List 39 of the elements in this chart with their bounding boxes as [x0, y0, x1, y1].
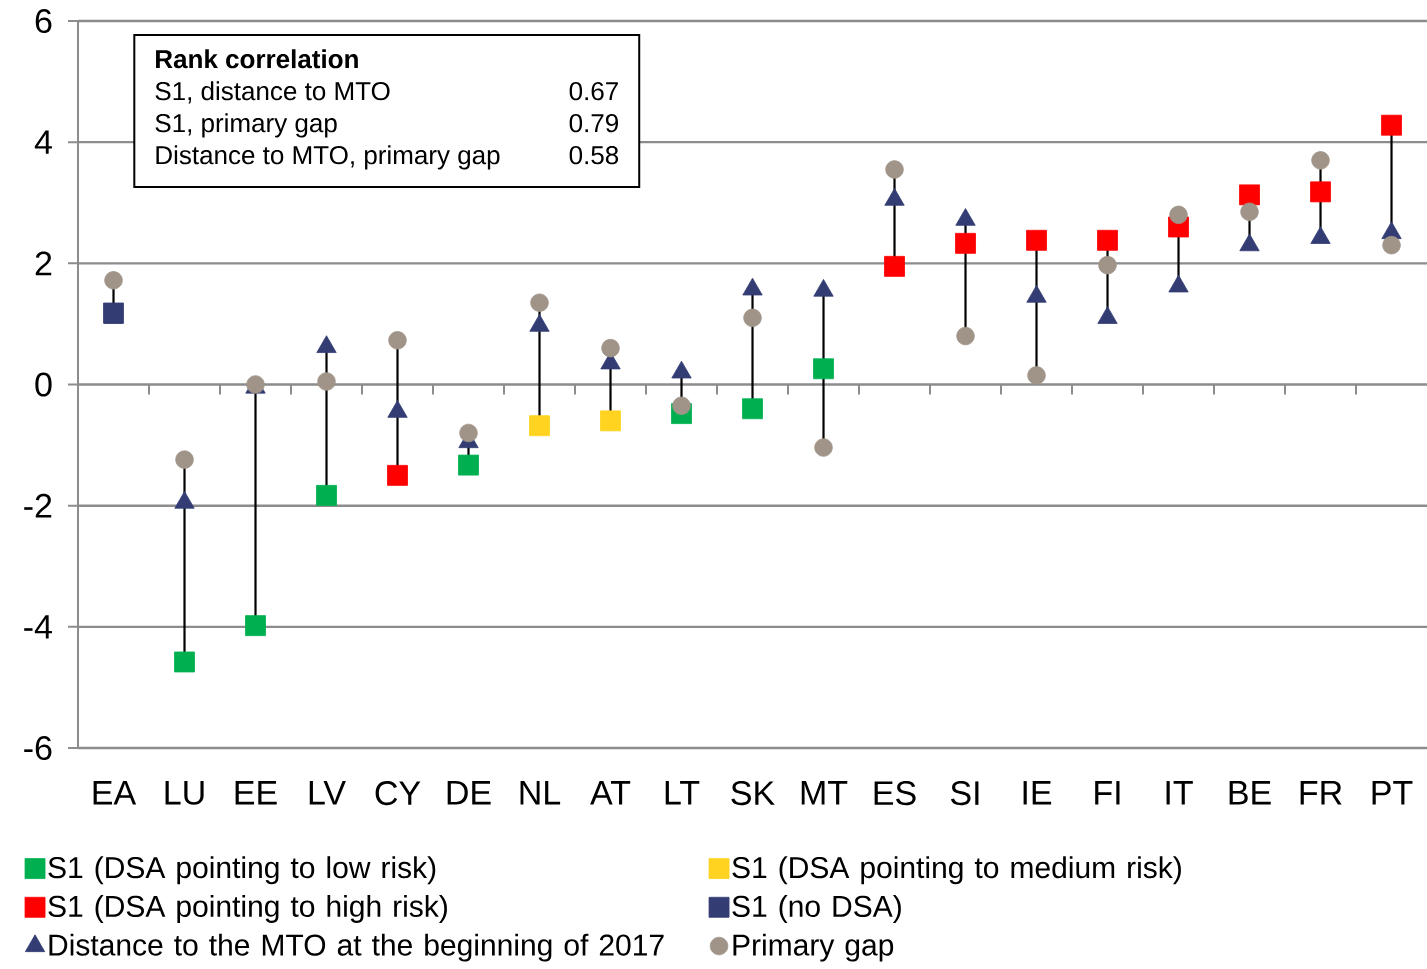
- x-tick-label: IE: [1023, 781, 1052, 805]
- x-tick-label: AT: [590, 781, 631, 805]
- x-tick-label: LV: [309, 781, 346, 805]
- x-tick-label: IT: [1166, 781, 1193, 805]
- x-tick-label: SK: [731, 781, 775, 806]
- y-tick-label: 0: [35, 372, 52, 397]
- annotation: 0.67: [569, 81, 618, 101]
- y-tick-label: -6: [24, 735, 52, 761]
- y-tick-label: -4: [24, 615, 52, 639]
- annotation: 0.58: [569, 145, 619, 165]
- y-tick-label: 6: [35, 8, 52, 34]
- x-tick-label: EA: [93, 781, 137, 805]
- annotation: Distance to MTO, primary gap: [156, 145, 500, 170]
- x-tick-label: SI: [950, 781, 979, 806]
- annotation: S1, primary gap: [155, 113, 337, 138]
- x-tick-label: CY: [375, 781, 421, 806]
- x-tick-label: ES: [874, 781, 916, 806]
- annotation: S1, distance to MTO: [155, 81, 390, 104]
- legend-label: S1 (DSA pointing to medium risk): [732, 856, 1181, 885]
- x-tick-label: EE: [235, 781, 277, 805]
- x-tick-label: NL: [520, 781, 561, 805]
- legend-label: S1 (DSA pointing to low risk): [48, 856, 436, 885]
- x-tick-label: LT: [665, 781, 700, 805]
- annotation: Rank correlation: [156, 49, 358, 69]
- x-tick-label: FR: [1300, 781, 1342, 805]
- legend-label: S1 (no DSA): [732, 894, 901, 923]
- x-tick-label: LU: [165, 781, 204, 805]
- legend-label: Primary gap: [733, 933, 894, 962]
- x-tick-label: FI: [1095, 781, 1120, 805]
- y-tick-label: 4: [34, 130, 52, 154]
- x-tick-label: PT: [1372, 781, 1413, 805]
- annotation: 0.79: [569, 113, 618, 133]
- legend-label: Distance to the MTO at the beginning of 2017: [49, 933, 664, 962]
- y-tick-label: -2: [24, 493, 52, 518]
- legend-label: S1 (DSA pointing to high risk): [48, 894, 447, 923]
- x-tick-label: DE: [447, 781, 491, 805]
- x-tick-label: MT: [801, 781, 848, 805]
- y-tick-label: 2: [35, 251, 52, 276]
- x-tick-label: BE: [1229, 781, 1271, 805]
